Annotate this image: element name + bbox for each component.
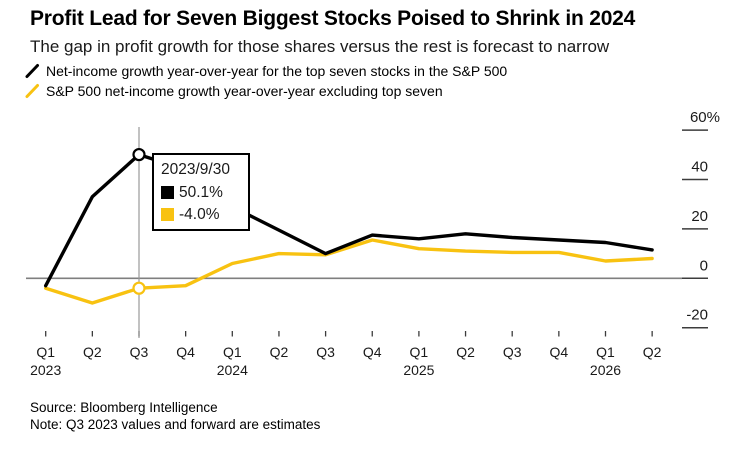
tooltip-series1-value: 50.1%: [179, 183, 223, 201]
x-axis-year-label: 2026: [590, 362, 621, 378]
series-line-ex-top-seven: [44, 238, 654, 305]
note-line: Note: Q3 2023 values and forward are est…: [30, 416, 321, 432]
x-axis-label: Q4: [176, 344, 195, 360]
x-axis-label: Q3: [503, 344, 522, 360]
black-series-swatch: [161, 186, 174, 199]
legend-item-label: S&P 500 net-income growth year-over-year…: [46, 83, 443, 99]
page-title: Profit Lead for Seven Biggest Stocks Poi…: [30, 7, 636, 30]
source-line: Source: Bloomberg Intelligence: [30, 400, 218, 415]
y-axis-label: 20: [691, 208, 708, 225]
tooltip-date: 2023/9/30: [161, 161, 230, 178]
highlight-marker: [132, 281, 146, 295]
series-line-top-seven: [44, 152, 654, 288]
x-axis-label: Q1: [223, 344, 242, 360]
x-axis-year-label: 2024: [217, 362, 248, 378]
tooltip-series2-row: -4.0%: [161, 205, 248, 224]
x-axis-label: Q2: [456, 344, 475, 360]
legend-item-top-seven: Net-income growth year-over-year for the…: [24, 61, 507, 81]
y-axis-label: 0: [700, 257, 708, 274]
chart-footer: Source: Bloomberg Intelligence Note: Q3 …: [30, 400, 320, 433]
x-axis-label: Q1: [410, 344, 429, 360]
x-axis-label: Q2: [270, 344, 289, 360]
y-axis-label: 40: [691, 159, 708, 176]
x-axis-label: Q1: [36, 344, 55, 360]
chart-canvas[interactable]: 60% 40 20 0 -20 Q1 Q2 Q3 Q4 Q1 Q2 Q3 Q4 Q1 Q2 Q3 Q4 Q1 Q2 2…: [0, 100, 750, 392]
x-axis-label: Q1: [596, 344, 615, 360]
x-axis-year-label: 2025: [403, 362, 434, 378]
x-axis-label: Q4: [550, 344, 569, 360]
tooltip-series1-row: 50.1%: [161, 183, 248, 202]
legend-item-label: Net-income growth year-over-year for the…: [46, 63, 508, 79]
x-axis-label: Q3: [130, 344, 149, 360]
y-axis-label: 60%: [690, 109, 720, 126]
chart-tooltip: 2023/9/30 50.1% -4.0%: [152, 153, 250, 231]
x-axis-label: Q2: [83, 344, 102, 360]
y-axis-label: -20: [686, 307, 708, 324]
chart-legend: Net-income growth year-over-year for the…: [24, 61, 507, 101]
legend-item-ex-top-seven: S&P 500 net-income growth year-over-year…: [24, 81, 507, 101]
tooltip-series2-value: -4.0%: [179, 205, 220, 223]
x-axis-label: Q2: [643, 344, 662, 360]
x-axis-year-label: 2023: [30, 362, 61, 378]
black-slash-icon: [25, 64, 39, 78]
yellow-series-swatch: [161, 208, 174, 221]
chart-subtitle: The gap in profit growth for those share…: [30, 37, 610, 56]
profit-growth-chart: 60% 40 20 0 -20 Q1 Q2 Q3 Q4 Q1 Q2 Q3 Q4 Q1 Q2 Q3 Q4 Q1 Q2 2…: [0, 100, 750, 392]
yellow-slash-icon: [25, 84, 39, 98]
highlight-marker: [132, 147, 146, 162]
x-axis-label: Q4: [363, 344, 382, 360]
x-axis-label: Q3: [316, 344, 335, 360]
